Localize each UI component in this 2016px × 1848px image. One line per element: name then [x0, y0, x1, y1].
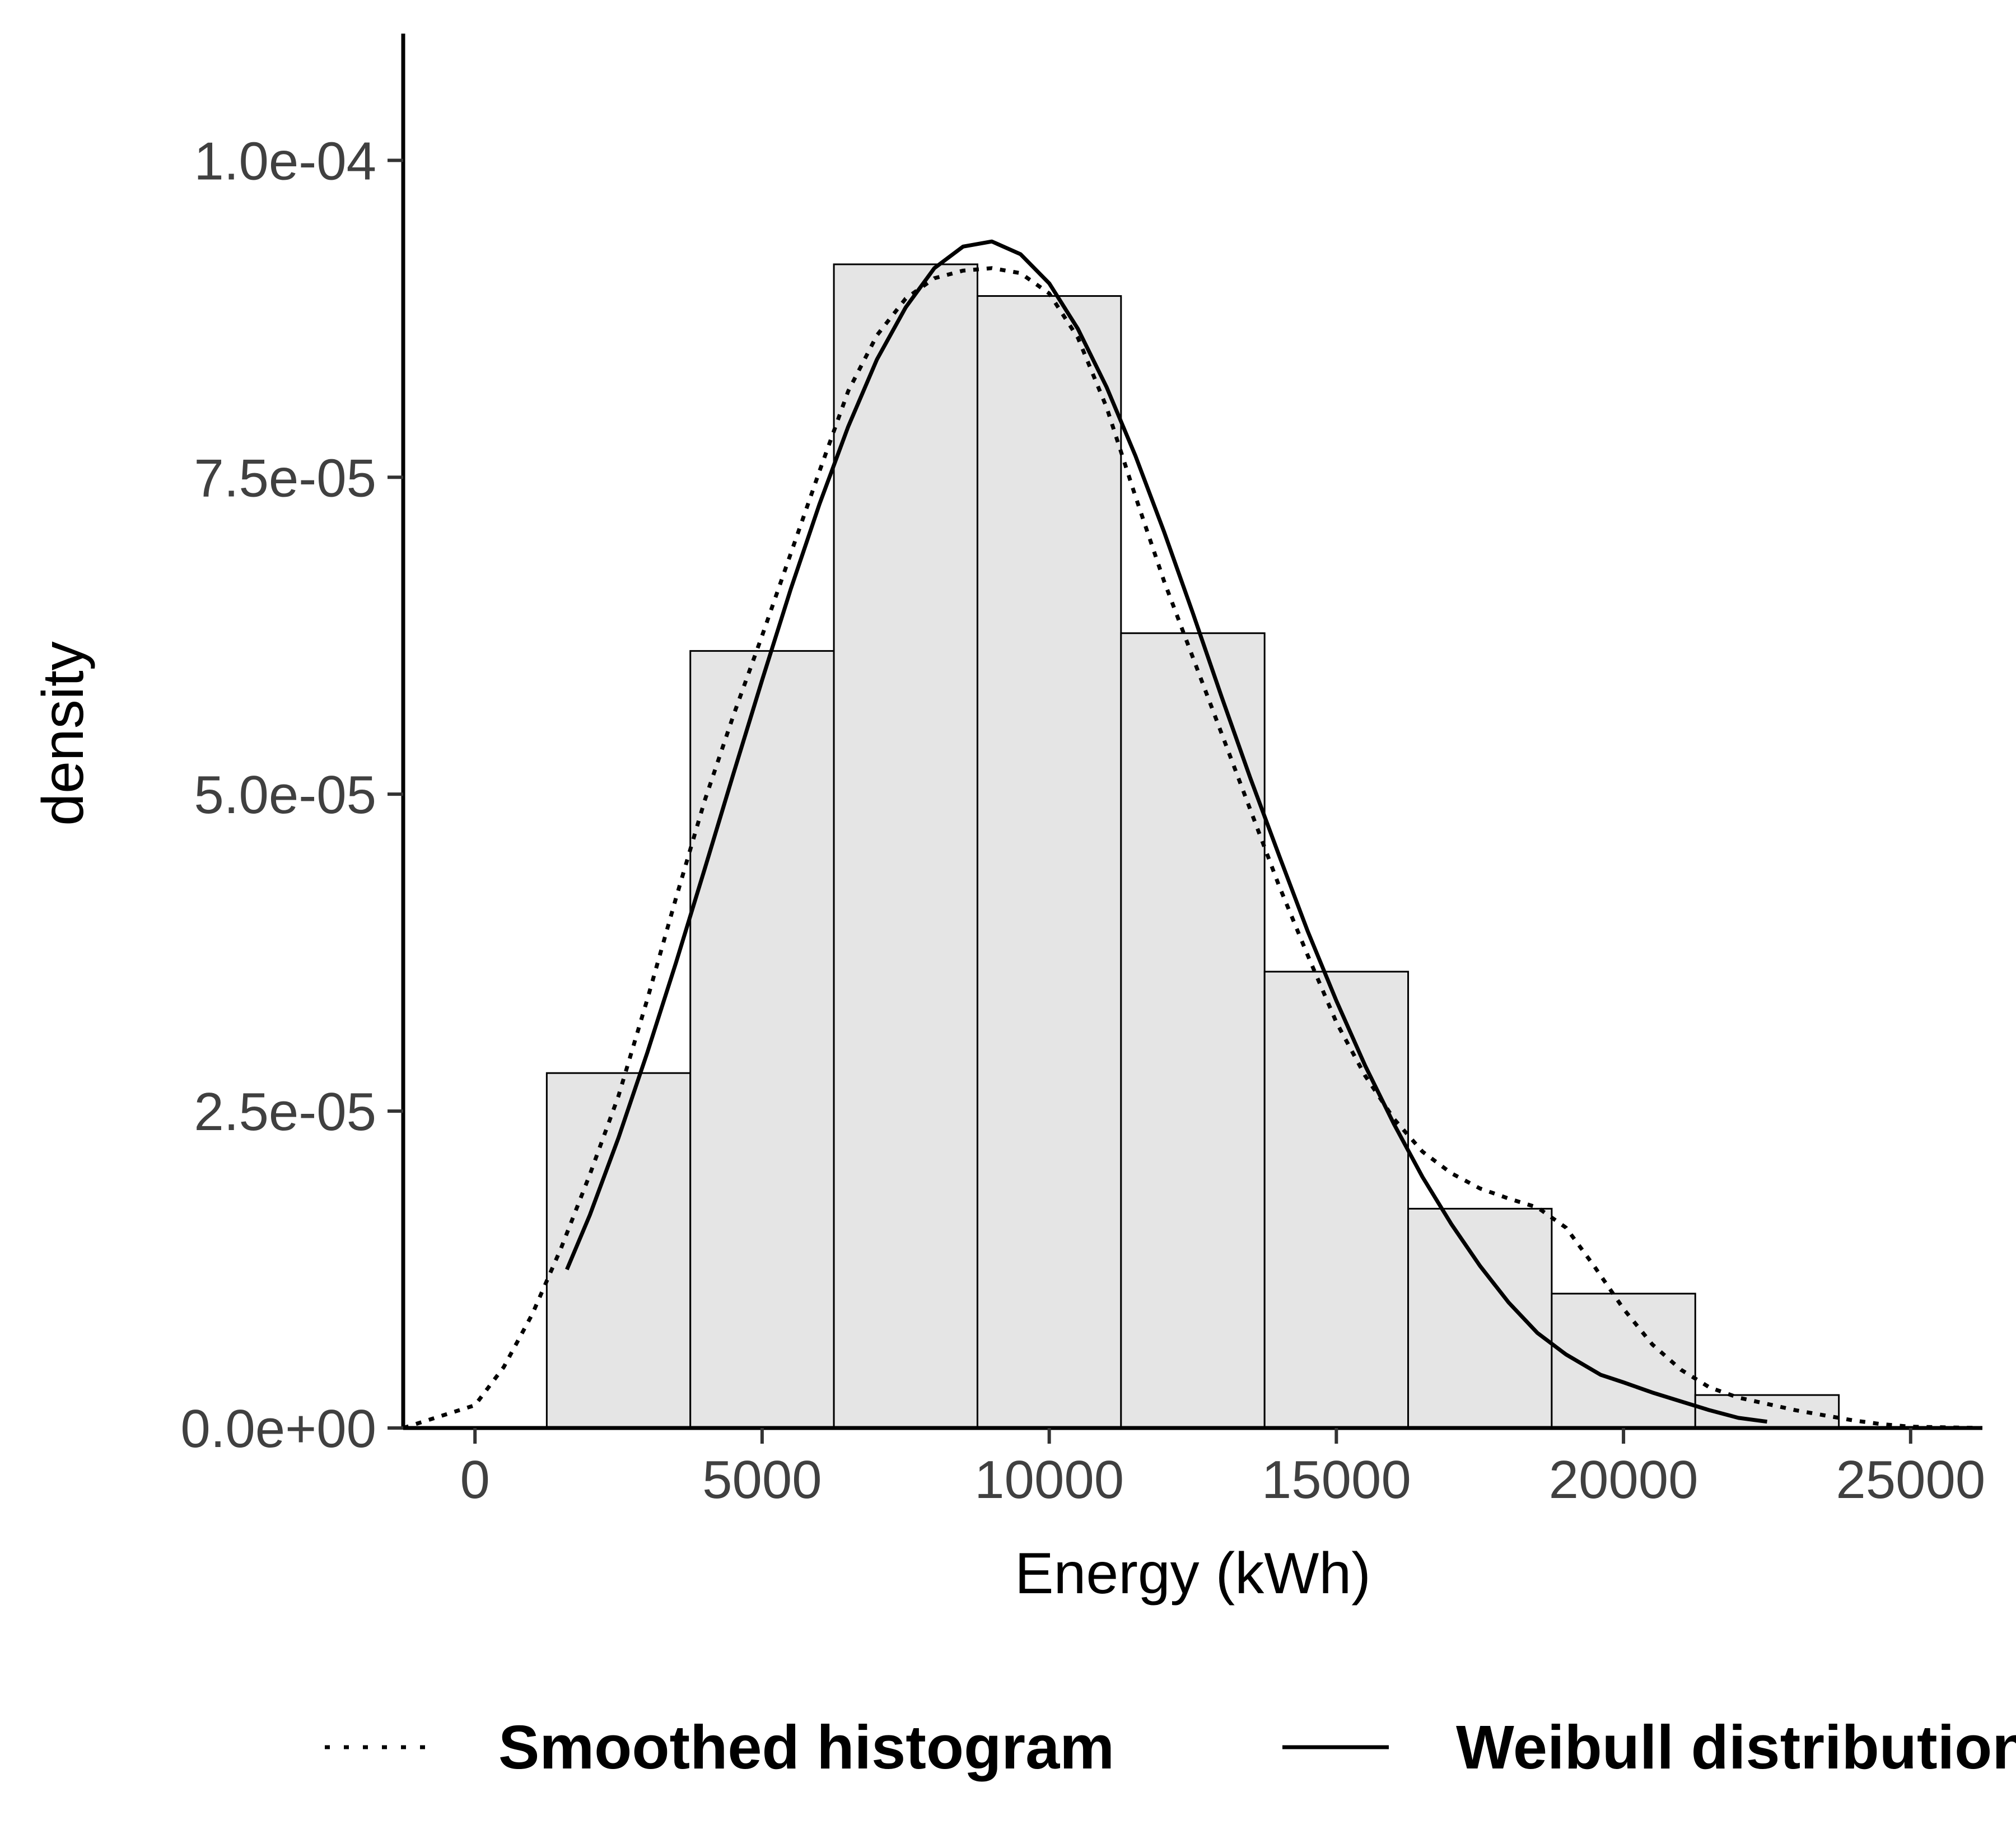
legend-label: Weibull distribution — [1456, 1713, 2016, 1782]
legend-label: Smoothed histogram — [498, 1713, 1114, 1782]
legend: Smoothed histogram Weibull distribution — [325, 1713, 2016, 1782]
y-tick-label: 1.0e-04 — [194, 131, 376, 191]
y-axis-ticks: 0.0e+00 2.5e-05 5.0e-05 7.5e-05 1.0e-04 — [180, 131, 403, 1459]
y-tick-label: 5.0e-05 — [194, 765, 376, 825]
x-tick-label: 15000 — [1262, 1450, 1411, 1510]
x-tick-label: 5000 — [702, 1450, 822, 1510]
smoothed-histogram-line — [402, 266, 1983, 1430]
histogram-bar — [1263, 970, 1410, 1429]
y-tick-label: 7.5e-05 — [194, 448, 376, 508]
histogram-bar — [1407, 1207, 1553, 1429]
histogram-bar — [689, 650, 835, 1429]
x-tick-label: 20000 — [1549, 1450, 1698, 1510]
y-axis-title: density — [31, 641, 96, 826]
weibull-distribution-line — [565, 239, 1767, 1424]
histogram-bar — [976, 295, 1122, 1429]
histogram-bars — [545, 263, 1840, 1429]
histogram-bar — [833, 263, 978, 1429]
density-lines — [402, 239, 1983, 1430]
y-tick-label: 2.5e-05 — [194, 1082, 376, 1142]
x-axis-ticks: 0 5000 10000 15000 20000 25000 — [460, 1428, 1985, 1510]
y-tick-label: 0.0e+00 — [180, 1399, 376, 1459]
histogram-bar — [545, 1072, 692, 1429]
x-tick-label: 0 — [460, 1450, 489, 1510]
x-axis-title: Energy (kWh) — [1015, 1541, 1371, 1606]
x-tick-label: 25000 — [1836, 1450, 1985, 1510]
axes — [401, 34, 1982, 1430]
x-tick-label: 10000 — [974, 1450, 1124, 1510]
histogram-bar — [1120, 632, 1266, 1429]
